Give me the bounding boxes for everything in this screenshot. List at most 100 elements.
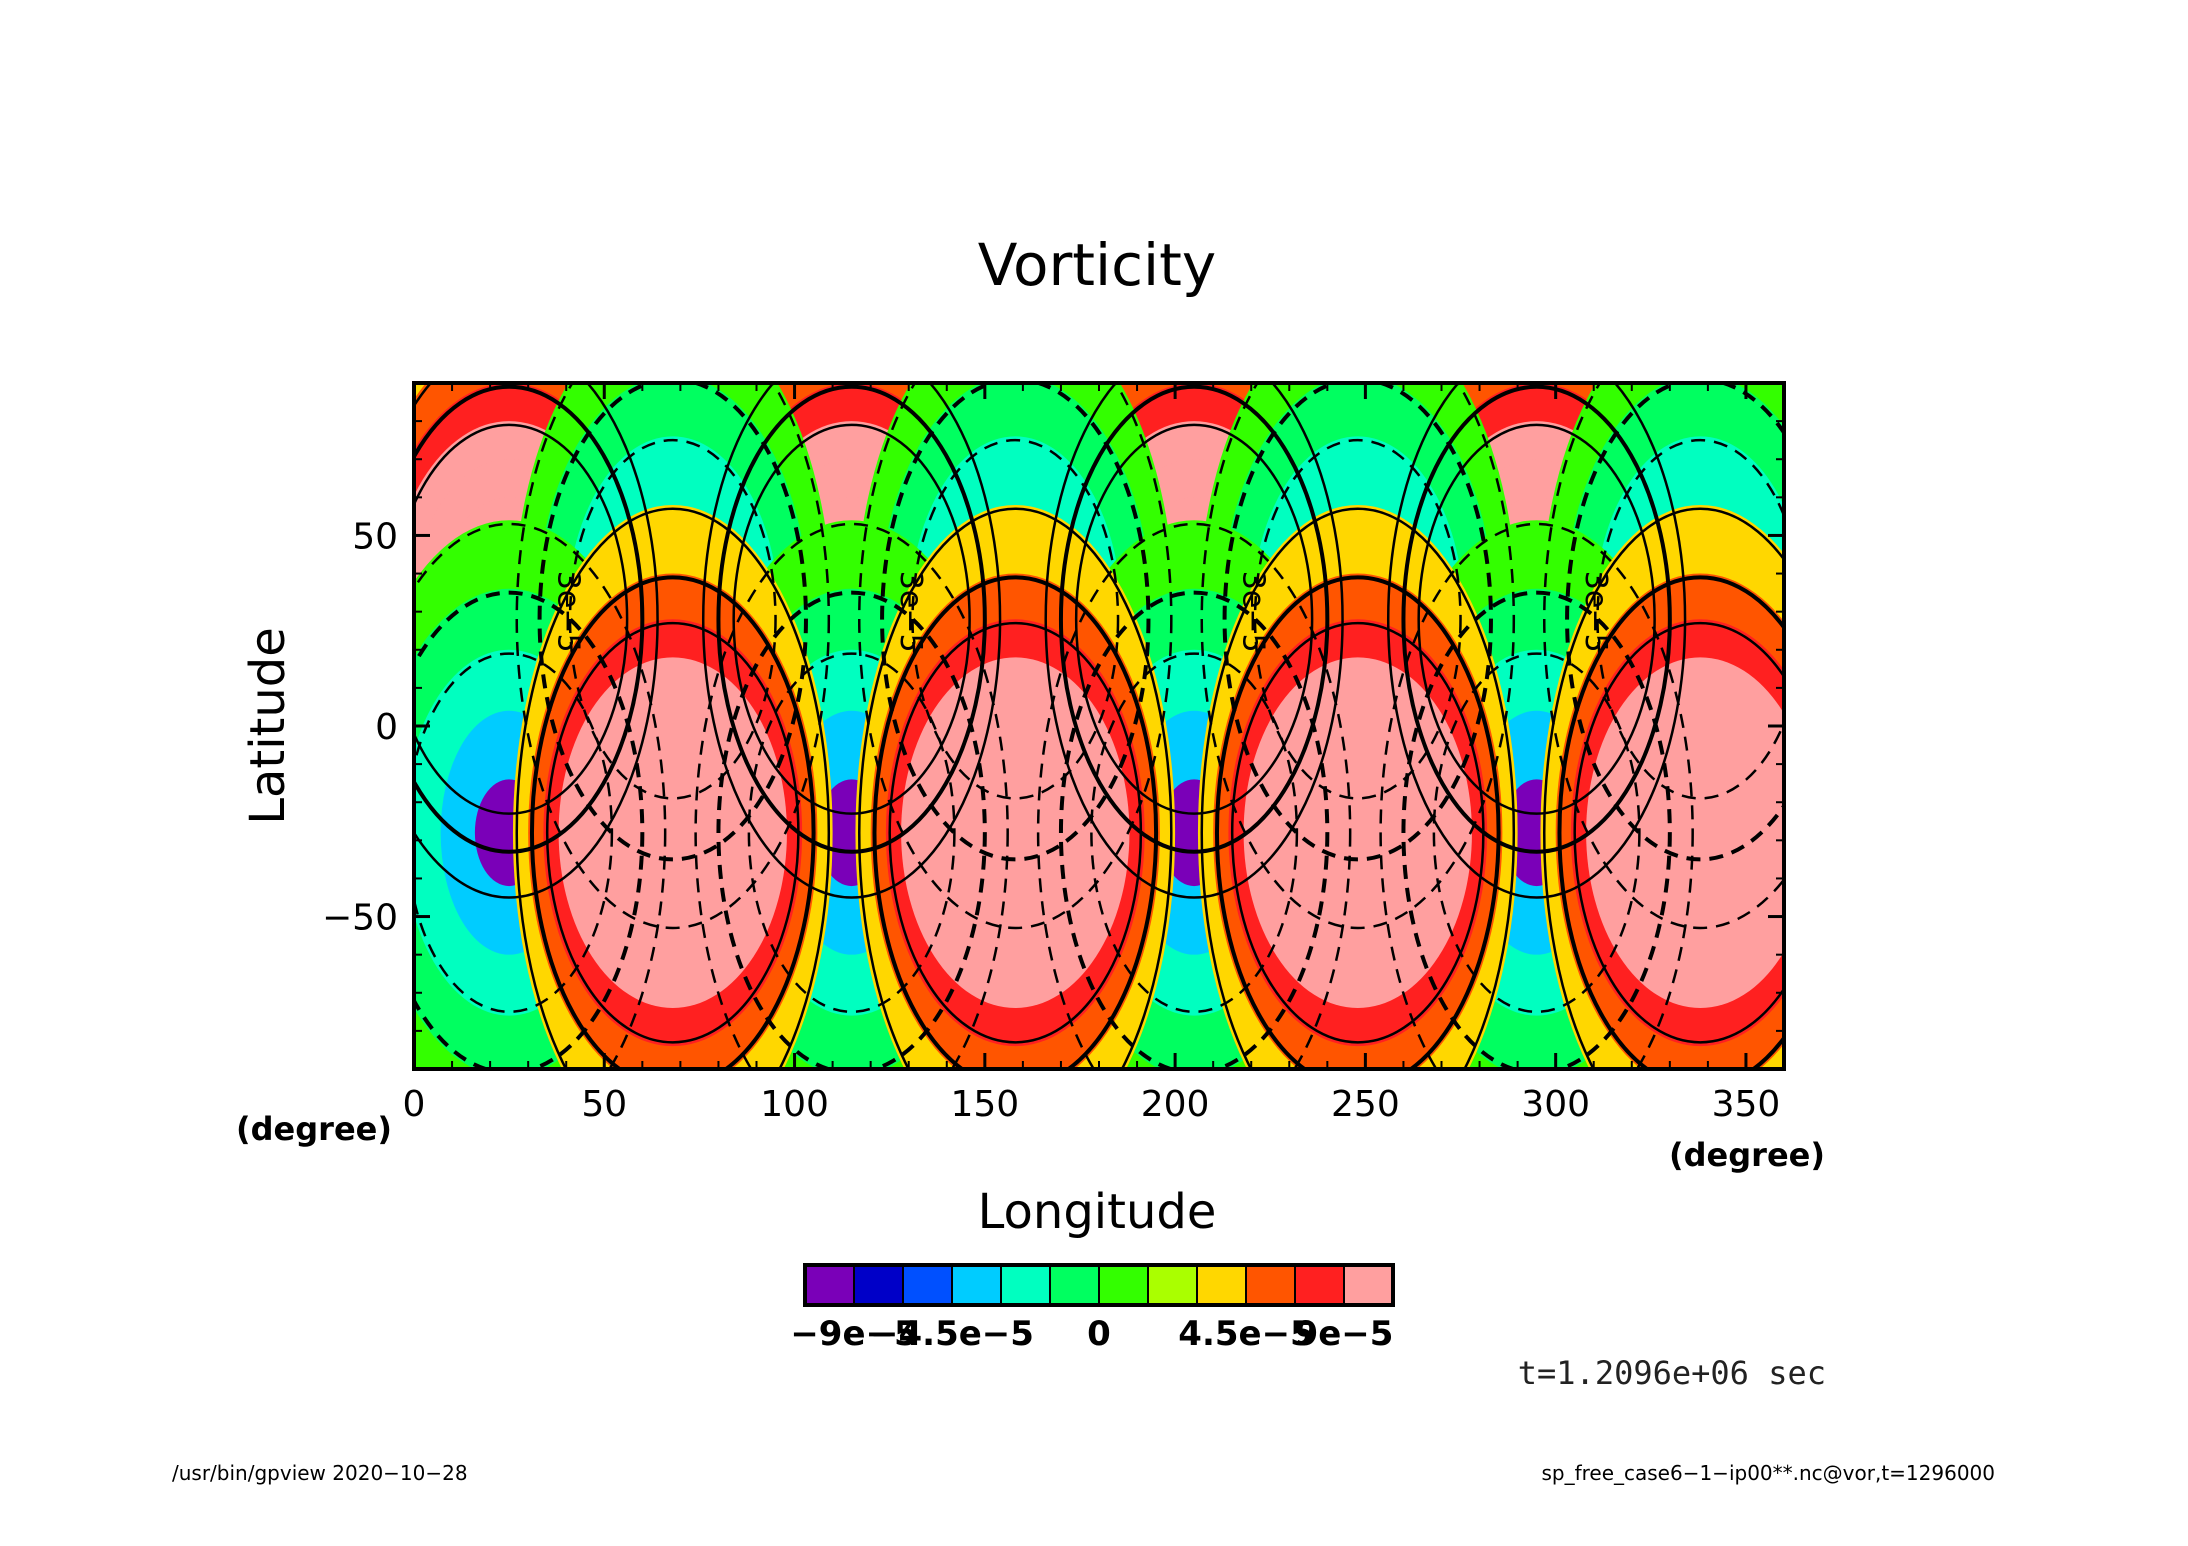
- colorbar-swatch-0: [804, 1264, 855, 1306]
- north-negative-contour-2-1: [1222, 383, 1493, 862]
- south-positive-contour-1-0: [858, 507, 1173, 1069]
- north-negative-contour-3-2: [1596, 438, 1784, 800]
- colorbar-swatch-4: [1000, 1264, 1051, 1306]
- north-negative-contour-3-0: [1543, 383, 1784, 930]
- colorbar-swatch-7: [1147, 1264, 1198, 1306]
- x-tick-label-0: 0: [403, 1084, 426, 1125]
- colorbar-label-0: −9e−5: [790, 1314, 917, 1354]
- colorbar: −9e−5−4.5e−5 0 4.5e−59e−5: [790, 1263, 1395, 1354]
- colorbar-frame: [803, 1263, 1395, 1307]
- colorbar-swatch-8: [1196, 1264, 1247, 1306]
- y-tick-label-0: −50: [322, 898, 398, 939]
- colorbar-swatch-11: [1343, 1264, 1394, 1306]
- y-axis-label: Latitude: [240, 627, 296, 825]
- x-axis-unit: (degree): [1669, 1136, 1825, 1174]
- south-negative-contour-1-2: [747, 652, 956, 1014]
- south-positive-contour-2-2: [1230, 621, 1485, 1044]
- colorbar-label-2: 0: [1087, 1314, 1111, 1354]
- time-annotation: t=1.2096e+06 sec: [1518, 1354, 1826, 1392]
- north-negative-contour-1-0: [858, 383, 1173, 930]
- south-negative-contour-0-0: [414, 522, 667, 1069]
- colorbar-label-1: −4.5e−5: [870, 1314, 1034, 1354]
- north-negative-contour-0-1: [537, 383, 808, 862]
- colorbar-swatch-6: [1098, 1264, 1149, 1306]
- south-positive-contour-2-1: [1215, 575, 1501, 1069]
- colorbar-swatch-9: [1245, 1264, 1296, 1306]
- footer-right: sp_free_case6−1−ip00**.nc@vor,t=1296000: [1541, 1461, 1995, 1485]
- y-tick-label-2: 50: [352, 516, 398, 557]
- south-positive-contour-0-0: [515, 507, 831, 1069]
- south-positive-cell-1-level-3: [901, 657, 1130, 1009]
- north-positive-contour-0-1: [414, 383, 659, 899]
- north-positive-contour-0-2: [414, 384, 645, 854]
- north-negative-contour-2-2: [1253, 438, 1462, 800]
- y-axis: −50 0 50: [322, 420, 1784, 1032]
- x-axis: 0 50 100 150 200 250 300 350: [403, 383, 1781, 1125]
- south-negative-contour-0-2: [414, 652, 614, 1014]
- south-positive-contour-2-0: [1200, 507, 1516, 1069]
- north-positive-contour-1-2: [716, 384, 987, 854]
- plot-area: 3e−5 3e−5 3e−5 3e−5: [414, 383, 1784, 1069]
- colorbar-swatch-5: [1049, 1264, 1100, 1306]
- south-negative-contour-0-1: [414, 590, 645, 1069]
- contour-label-3: 3e−5: [1578, 571, 1613, 653]
- contour-lines: [414, 383, 1784, 1069]
- north-negative-contour-0-0: [515, 383, 831, 930]
- north-positive-contour-3-1: [1387, 383, 1687, 899]
- colorbar-swatch-1: [853, 1264, 904, 1306]
- north-positive-contour-3-2: [1401, 384, 1672, 854]
- south-negative-contour-3-1: [1401, 590, 1672, 1069]
- south-negative-contour-3-0: [1379, 522, 1694, 1069]
- north-positive-contour-2-2: [1058, 384, 1330, 854]
- x-axis-label: Longitude: [978, 1184, 1217, 1240]
- north-positive-contour-0-3: [414, 423, 629, 815]
- south-negative-contour-1-0: [694, 522, 1009, 1069]
- y-tick-label-1: 0: [375, 707, 398, 748]
- north-negative-contour-0-2: [568, 438, 777, 800]
- north-positive-contour-1-1: [702, 383, 1002, 899]
- south-negative-contour-1-1: [716, 590, 987, 1069]
- north-positive-contour-2-1: [1044, 383, 1344, 899]
- colorbar-swatch-3: [951, 1264, 1002, 1306]
- x-tick-label-3: 150: [950, 1084, 1019, 1125]
- footer-left: /usr/bin/gpview 2020−10−28: [172, 1461, 468, 1485]
- south-positive-contour-3-2: [1573, 621, 1784, 1044]
- contour-label-1: 3e−5: [893, 571, 928, 653]
- contour-labels: 3e−5 3e−5 3e−5 3e−5: [551, 571, 1614, 653]
- x-tick-label-7: 350: [1712, 1084, 1781, 1125]
- north-positive-contour-2-3: [1074, 423, 1314, 815]
- south-positive-contour-1-2: [888, 621, 1143, 1044]
- x-tick-label-5: 250: [1331, 1084, 1400, 1125]
- south-positive-contour-0-1: [530, 575, 816, 1069]
- south-positive-contour-1-1: [872, 575, 1159, 1069]
- south-positive-contour-3-0: [1543, 507, 1784, 1069]
- x-tick-label-2: 100: [760, 1084, 829, 1125]
- south-negative-contour-2-0: [1036, 522, 1352, 1069]
- north-negative-contour-1-1: [880, 383, 1151, 862]
- chart-title: Vorticity: [978, 231, 1216, 299]
- south-negative-contour-2-2: [1090, 652, 1299, 1014]
- north-positive-contour-1-3: [732, 423, 971, 815]
- south-positive-contour-0-2: [545, 621, 800, 1044]
- south-negative-contour-3-2: [1432, 652, 1641, 1014]
- north-negative-contour-3-1: [1565, 383, 1784, 862]
- colorbar-label-4: 9e−5: [1295, 1314, 1394, 1354]
- north-negative-contour-1-2: [911, 438, 1120, 800]
- colorbar-label-3: 4.5e−5: [1178, 1314, 1313, 1354]
- y-axis-unit: (degree): [236, 1110, 392, 1148]
- south-positive-cell-0-level-3: [558, 657, 787, 1009]
- x-tick-label-4: 200: [1141, 1084, 1210, 1125]
- contour-label-0: 3e−5: [551, 571, 586, 653]
- x-tick-label-6: 300: [1521, 1084, 1590, 1125]
- south-negative-contour-2-1: [1058, 590, 1330, 1069]
- colorbar-swatch-2: [902, 1264, 953, 1306]
- colorbar-swatch-10: [1294, 1264, 1345, 1306]
- north-negative-contour-2-0: [1200, 383, 1516, 930]
- south-positive-contour-3-1: [1557, 575, 1784, 1069]
- south-positive-cell-3-level-3: [1586, 657, 1784, 1008]
- contour-label-2: 3e−5: [1236, 571, 1271, 653]
- north-positive-contour-3-3: [1417, 423, 1656, 815]
- south-positive-cell-2-level-3: [1243, 657, 1472, 1009]
- x-tick-label-1: 50: [581, 1084, 627, 1125]
